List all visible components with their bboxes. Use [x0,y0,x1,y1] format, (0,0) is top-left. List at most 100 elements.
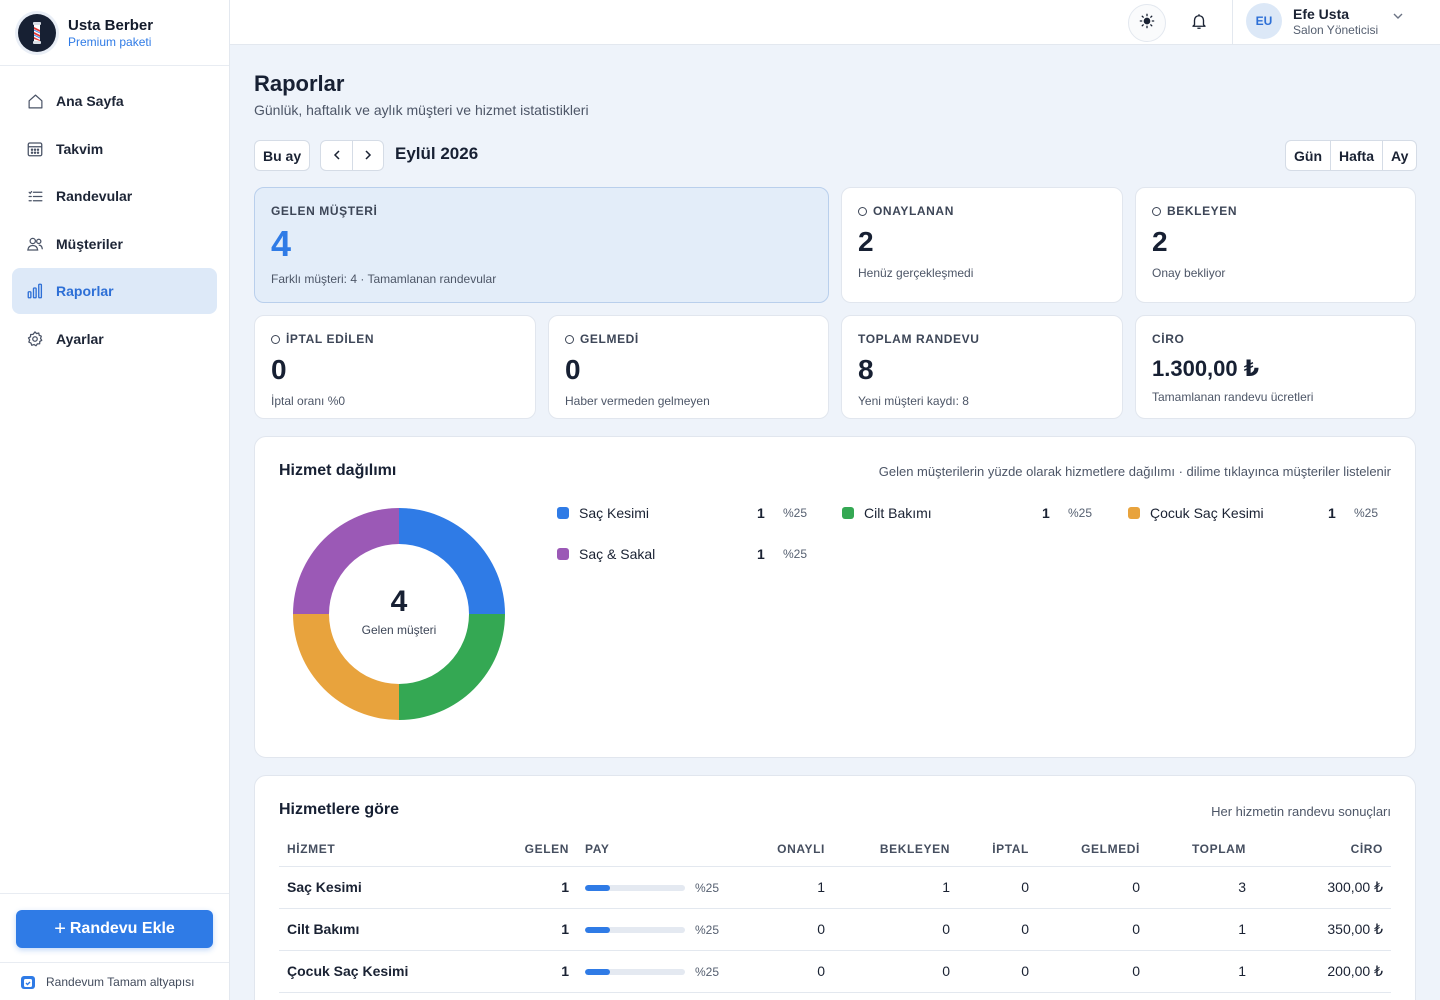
sidebar-item-raporlar[interactable]: Raporlar [12,268,217,314]
view-day-button[interactable]: Gün [1294,147,1322,164]
status-ring-icon [858,206,867,216]
share-bar [585,885,685,892]
donut-slice[interactable] [293,614,399,720]
stat-value: 4 [271,223,292,264]
cell-service: Cilt Bakımı [279,908,489,951]
legend-item[interactable]: Cilt Bakımı 1 %25 [842,503,1092,523]
column-header[interactable]: PAY [577,832,737,867]
stat-note: İptal oranı %0 [271,394,346,408]
sidebar-item-ayarlar[interactable]: Ayarlar [12,316,217,362]
stat-card-gelen[interactable]: GELEN MÜŞTERİ 4 Farklı müşteri: 4 · Tama… [254,187,829,303]
cell-iptal: 0 [958,908,1037,951]
stat-card-ciro[interactable]: CİRO 1.300,00 ₺ Tamamlanan randevu ücret… [1135,315,1416,419]
sun-icon [1139,13,1155,34]
add-appointment-label: Randevu Ekle [69,920,175,937]
sidebar-nav: Ana Sayfa Takvim Randevular Müşteriler R… [0,66,229,375]
column-header[interactable]: HİZMET [279,832,489,867]
chevron-down-icon [1392,9,1404,27]
barber-pole-logo [18,13,56,52]
chevron-right-icon [362,148,374,164]
donut-slice[interactable] [293,508,399,614]
view-week-button[interactable]: Hafta [1330,141,1382,170]
column-header[interactable]: BEKLEYEN [833,832,958,867]
stat-card-iptal[interactable]: İPTAL EDİLEN 0 İptal oranı %0 [254,315,536,419]
cell-pay: %25 [577,950,737,993]
status-ring-icon [271,334,280,344]
theme-toggle-button[interactable] [1128,4,1166,42]
column-header[interactable]: ONAYLI [737,832,833,867]
avatar: EU [1246,3,1282,39]
share-percent: %25 [695,965,720,980]
column-header[interactable]: TOPLAM [1148,832,1254,867]
sidebar-item-musteriler[interactable]: Müşteriler [12,221,217,267]
cell-bekleyen: 0 [833,950,958,993]
cell-ciro: 350,00 ₺ [1254,908,1391,951]
this-month-button[interactable]: Bu ay [254,140,311,171]
stat-label: CİRO [1152,332,1185,346]
cell-pay: %25 [577,866,737,909]
legend-percent: %25 [783,547,808,561]
donut-center-label: Gelen müşteri [361,623,437,637]
cell-service: Çocuk Saç Kesimi [279,950,489,993]
sidebar-footer: + Randevu Ekle Randevum Tamam altyapısı [0,893,229,1000]
column-header[interactable]: CİRO [1254,832,1391,867]
next-period-button[interactable] [352,141,383,170]
stat-note: Farklı müşteri: 4 · Tamamlanan randevula… [271,272,497,286]
add-appointment-button[interactable]: + Randevu Ekle [16,910,213,948]
donut-center: 4 Gelen müşteri [279,587,519,638]
legend-item[interactable]: Çocuk Saç Kesimi 1 %25 [1128,503,1378,523]
page-subtitle: Günlük, haftalık ve aylık müşteri ve hiz… [254,102,589,118]
list-icon [26,187,44,205]
cell-onayli: 1 [737,866,833,909]
share-percent: %25 [695,881,720,896]
previous-period-button[interactable] [321,141,352,170]
donut-slice[interactable] [399,508,505,614]
legend-item[interactable]: Saç & Sakal 1 %25 [557,544,807,564]
table-row[interactable]: Çocuk Saç Kesimi 1 %25 0 0 0 0 1 200,00 … [279,950,1391,993]
stat-card-onaylanan[interactable]: ONAYLANAN 2 Henüz gerçekleşmedi [841,187,1123,303]
donut-slice[interactable] [399,614,505,720]
donut-chart[interactable] [279,494,519,734]
sidebar-item-takvim[interactable]: Takvim [12,126,217,172]
service-distribution-card: Hizmet dağılımı Gelen müşterilerin yüzde… [254,436,1416,758]
page-title: Raporlar [254,71,345,96]
stat-value: 2 [1152,226,1168,257]
cell-gelen: 1 [489,908,577,951]
stat-card-gelmedi[interactable]: GELMEDİ 0 Haber vermeden gelmeyen [548,315,829,419]
cell-gelmedi: 0 [1037,908,1148,951]
cell-service: Saç Kesimi [279,866,489,909]
legend-swatch [557,507,569,519]
user-menu[interactable]: EU Efe Usta Salon Yöneticisi [1246,3,1404,39]
brand[interactable]: Usta Berber Premium paketi [0,0,229,66]
legend-label: Çocuk Saç Kesimi [1150,505,1264,521]
column-header[interactable]: GELMEDİ [1037,832,1148,867]
table-row[interactable]: Cilt Bakımı 1 %25 0 0 0 0 1 350,00 ₺ [279,908,1391,951]
sidebar-item-ana-sayfa[interactable]: Ana Sayfa [12,78,217,124]
column-header[interactable]: İPTAL [958,832,1037,867]
sidebar-item-randevular[interactable]: Randevular [12,173,217,219]
stat-note: Haber vermeden gelmeyen [565,394,710,408]
stat-card-toplam[interactable]: TOPLAM RANDEVU 8 Yeni müşteri kaydı: 8 [841,315,1123,419]
legend-swatch [1128,507,1140,519]
column-header[interactable]: GELEN [489,832,577,867]
card-hint: Her hizmetin randevu sonuçları [1211,804,1391,819]
stat-value: 8 [858,354,874,385]
sidebar-item-label: Müşteriler [56,235,123,252]
stat-card-bekleyen[interactable]: BEKLEYEN 2 Onay bekliyor [1135,187,1416,303]
stat-value: 2 [858,226,874,257]
view-month-button[interactable]: Ay [1382,141,1416,170]
legend-percent: %25 [783,506,808,520]
main-content: Raporlar Günlük, haftalık ve aylık müşte… [230,45,1440,1000]
card-title: Hizmet dağılımı [279,462,397,479]
cell-pay: %25 [577,908,737,951]
table-row[interactable]: Saç Kesimi 1 %25 1 1 0 0 3 300,00 ₺ [279,866,1391,909]
share-bar [585,927,685,934]
cell-ciro: 300,00 ₺ [1254,866,1391,909]
legend-label: Cilt Bakımı [864,505,932,521]
notifications-button[interactable] [1180,4,1218,42]
powered-by[interactable]: Randevum Tamam altyapısı [0,962,229,1000]
cell-iptal: 0 [958,950,1037,993]
legend-item[interactable]: Saç Kesimi 1 %25 [557,503,807,523]
gear-icon [26,330,44,348]
topbar-divider [1232,0,1233,45]
